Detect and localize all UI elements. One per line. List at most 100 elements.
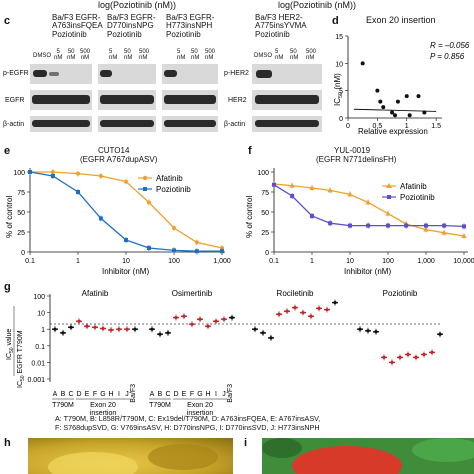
panel-g-ylabel-top: IC50 value (6, 329, 15, 360)
data-point (198, 317, 202, 321)
panel-g-legend-line-2: F: S768dupSVD, G: V769insASV, H: D770ins… (55, 423, 320, 432)
panel-letter-h: h (4, 437, 11, 449)
panel-f-title-1: YUL-0019 (334, 146, 371, 155)
data-point (395, 99, 400, 104)
panel-d-title: Exon 20 insertion (366, 15, 436, 25)
drug-label: Poziotinib (383, 289, 418, 298)
x-tick-label: 100 (168, 258, 180, 265)
data-point (414, 355, 418, 360)
data-point (378, 99, 383, 104)
x-category-label: D (76, 391, 81, 398)
data-point (290, 194, 295, 198)
data-point (461, 233, 467, 238)
data-point (310, 214, 314, 218)
x-category-label: C (68, 391, 73, 398)
data-point (98, 174, 103, 178)
x-category-label: J (125, 391, 129, 398)
data-point (328, 221, 333, 226)
dose-label: 500 nM (80, 49, 91, 61)
y-tick-label: 0 (339, 116, 343, 123)
data-point (146, 246, 151, 250)
group-label-exon20: Exon 20 (90, 402, 116, 409)
x-category-label: C (165, 391, 170, 398)
x-category-label: J (222, 391, 226, 398)
dose-label: 50 nM (290, 49, 299, 61)
data-point (385, 210, 391, 216)
group-label-t790m: T790M (149, 402, 171, 409)
blot-row-label: p-HER2 (224, 70, 249, 77)
top-axis-label-right: log(Poziotinib (nM)) (278, 0, 357, 10)
dose-label: 500 nM (139, 49, 150, 61)
data-point (182, 314, 186, 318)
regression-line (353, 108, 437, 112)
data-point (390, 110, 395, 115)
x-category-label: G (197, 391, 202, 398)
data-point (124, 179, 128, 184)
panel-letter-g: g (4, 281, 11, 293)
data-point (327, 187, 333, 193)
x-tick-label: 1.5 (431, 123, 441, 130)
panel-e-chart: % of control 0 25 50 75 100 0.1 1 10 100 1,000 Af… (5, 168, 231, 276)
panel-letter-e: e (4, 145, 11, 157)
curve-afatinib (273, 183, 465, 237)
data-point (50, 174, 55, 178)
top-axis-label-left: log(Poziotinib (nM)) (98, 0, 177, 10)
y-tick-label: 50 (261, 210, 269, 217)
panel-d-ylabel: IC50 (nM) (333, 73, 344, 106)
data-point (194, 240, 199, 245)
blot-row-label: p-EGFR (3, 70, 29, 77)
x-tick-label: 10 (346, 258, 354, 265)
protein-surface-h (28, 438, 233, 474)
y-tick-label: 100 (33, 294, 45, 301)
x-category-label: Ba/F3 (130, 384, 137, 403)
data-point (382, 355, 386, 360)
data-point (61, 331, 65, 335)
y-tick-label: 15 (335, 34, 343, 41)
x-tick-label: 1 (405, 123, 409, 130)
legend-poziotinib: Poziotinib (156, 185, 191, 194)
data-point (441, 229, 447, 235)
blot-row-label: β-actin (3, 121, 25, 128)
data-point (220, 249, 224, 254)
panel-e-xlabel: Inhibitor (nM) (102, 267, 149, 276)
y-tick-label: 100 (257, 170, 269, 177)
x-tick-label: 1 (76, 258, 80, 265)
panel-d-p-label: P = 0.856 (430, 52, 465, 61)
data-point (150, 327, 154, 331)
data-point (366, 223, 371, 228)
dose-label: 50 nM (191, 49, 200, 61)
data-point (222, 317, 226, 321)
data-point (206, 324, 210, 328)
panel-letter-d: d (332, 15, 339, 27)
data-point (194, 249, 199, 254)
data-point (309, 185, 315, 190)
x-tick-label: 0.5 (373, 123, 383, 130)
data-point (28, 170, 32, 174)
group-label-exon20: insertion (187, 410, 214, 417)
x-tick-label: 10,000 (453, 258, 474, 265)
panel-e-legend: Afatinib Poziotinib (138, 174, 191, 194)
y-tick-label: 1 (41, 327, 45, 334)
legend-afatinib: Afatinib (156, 174, 183, 183)
x-category-label: H (205, 391, 210, 398)
data-point (190, 322, 194, 326)
data-point (407, 113, 412, 118)
blot-header-1: Ba/F3 EGFR- A763insFQEA Poziotinib (52, 13, 103, 39)
y-tick-label: 5 (339, 89, 343, 96)
panel-letter-i: i (244, 437, 248, 449)
panel-f-legend: Afatinib Poziotinib (382, 182, 435, 202)
data-point (269, 336, 273, 340)
data-point (85, 324, 89, 328)
panel-f-title-2: (EGFR N771delinsFH) (316, 155, 397, 164)
x-category-label: F (190, 391, 194, 398)
blot-row-label: EGFR (5, 97, 25, 104)
data-point (347, 191, 353, 197)
data-point (406, 352, 410, 357)
y-tick-label: 75 (17, 190, 25, 197)
x-tick-label: 1,000 (417, 258, 435, 265)
panel-g-ylabel-bottom: IC50 EGFR T790M (17, 330, 26, 388)
data-point (253, 327, 257, 331)
data-point (374, 330, 378, 334)
y-tick-label: 0.001 (27, 377, 45, 384)
dose-label: 50 nM (67, 49, 76, 61)
